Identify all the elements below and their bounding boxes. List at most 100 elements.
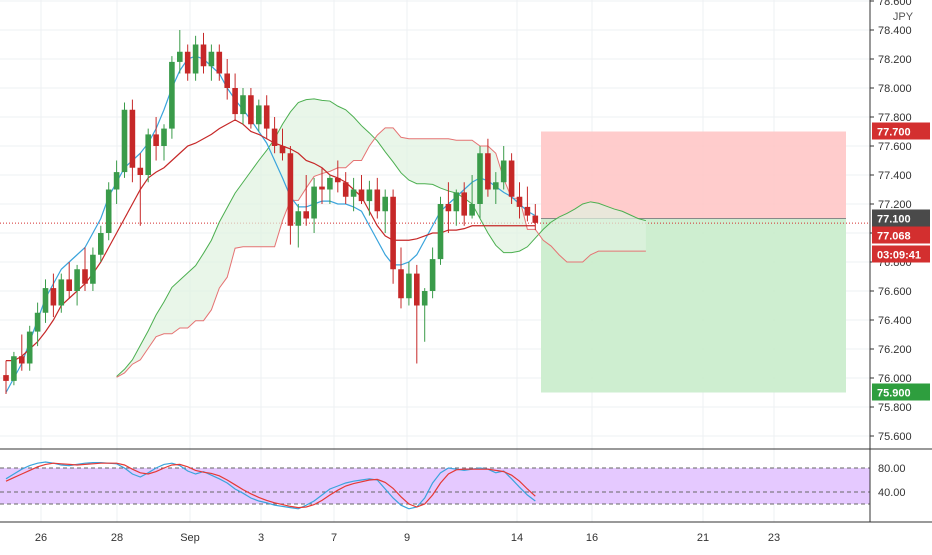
candle: [145, 128, 151, 183]
oscillator-band: [0, 468, 870, 504]
candle: [295, 204, 302, 248]
candle-body: [153, 134, 159, 146]
candle-body: [477, 153, 483, 204]
candle: [42, 279, 49, 323]
candle-body: [98, 233, 104, 255]
candle-body: [248, 95, 254, 125]
candle: [319, 167, 325, 204]
candle-body: [319, 186, 325, 190]
candle: [232, 73, 238, 120]
candle: [327, 175, 333, 204]
candle: [137, 153, 144, 226]
price-tick-label: 76.000: [878, 373, 912, 385]
price-tick-label: 76.600: [878, 286, 912, 298]
candle-body: [200, 44, 207, 67]
candle: [26, 325, 33, 371]
candle: [105, 182, 112, 241]
price-tick-label: 75.800: [878, 402, 912, 414]
time-tick-label: 21: [697, 532, 709, 544]
candle-body: [382, 196, 388, 212]
candle: [516, 182, 523, 219]
candle-body: [493, 182, 499, 190]
price-badge-label: 03:09:41: [877, 250, 921, 262]
stoch-k-line: [5, 461, 536, 510]
candle: [493, 172, 499, 204]
candle: [98, 225, 104, 262]
candle-body: [263, 105, 270, 129]
ichimoku-cloud: [116, 98, 646, 378]
candle-body: [287, 153, 294, 226]
candle: [414, 264, 420, 364]
price-badge: [872, 209, 930, 227]
candle: [271, 117, 278, 154]
candle: [208, 44, 215, 81]
price-badge-label: 77.700: [877, 127, 911, 139]
candle-body: [350, 189, 357, 197]
candle: [161, 124, 167, 161]
candle-body: [421, 291, 428, 306]
candle-body: [461, 192, 467, 216]
osc-tick-label: 40.00: [878, 487, 906, 499]
price-tick-label: 77.800: [878, 112, 912, 124]
candle: [248, 88, 254, 129]
candle: [382, 189, 388, 233]
candle-body: [390, 196, 396, 270]
price-tick-label: 77.600: [878, 141, 912, 153]
stoch-d-line: [5, 462, 536, 509]
candle: [350, 177, 357, 212]
candle: [184, 44, 191, 81]
osc-tick-label: 80.00: [878, 463, 906, 475]
candle: [524, 186, 531, 222]
price-tick-label: 78.000: [878, 83, 912, 95]
candle-body: [469, 204, 475, 216]
price-badge-label: 77.068: [877, 231, 911, 243]
candle-body: [485, 153, 491, 190]
price-badge: [872, 122, 930, 140]
candle-body: [406, 273, 412, 299]
candle: [256, 99, 262, 132]
candle: [11, 351, 17, 386]
candle-body: [121, 109, 128, 173]
candle: [200, 32, 207, 74]
candle-body: [232, 88, 238, 115]
candle-body: [184, 51, 191, 74]
candle: [19, 334, 25, 371]
candle: [366, 180, 373, 216]
candle-body: [145, 134, 151, 175]
time-tick-label: 14: [511, 532, 523, 544]
candle: [469, 175, 475, 219]
candle: [216, 44, 223, 81]
candle-body: [224, 73, 230, 88]
candle-body: [271, 128, 278, 146]
candle: [113, 160, 120, 204]
candle-body: [113, 172, 120, 190]
candle: [224, 59, 230, 100]
candle: [335, 160, 341, 193]
price-tick-label: 78.600: [878, 0, 912, 8]
candle-body: [42, 288, 49, 313]
candle-body: [398, 269, 404, 299]
candle-body: [137, 167, 144, 175]
candle: [74, 264, 80, 306]
price-tick-label: 76.400: [878, 315, 912, 327]
candle: [485, 138, 491, 197]
price-badge: [872, 383, 930, 401]
candle: [398, 247, 404, 309]
candle-body: [3, 375, 9, 381]
candle: [287, 146, 294, 245]
candle: [358, 175, 365, 204]
price-tick-label: 77.400: [878, 170, 912, 182]
candle: [58, 273, 65, 313]
candle: [311, 177, 317, 233]
price-badge-label: 75.900: [877, 388, 911, 400]
candle-body: [129, 109, 136, 168]
candle-body: [26, 331, 33, 364]
candle: [240, 88, 246, 125]
candle: [437, 196, 444, 265]
candle: [406, 262, 412, 306]
price-tick-label: 75.600: [878, 431, 912, 443]
candle: [445, 182, 452, 233]
candle-body: [74, 269, 80, 291]
